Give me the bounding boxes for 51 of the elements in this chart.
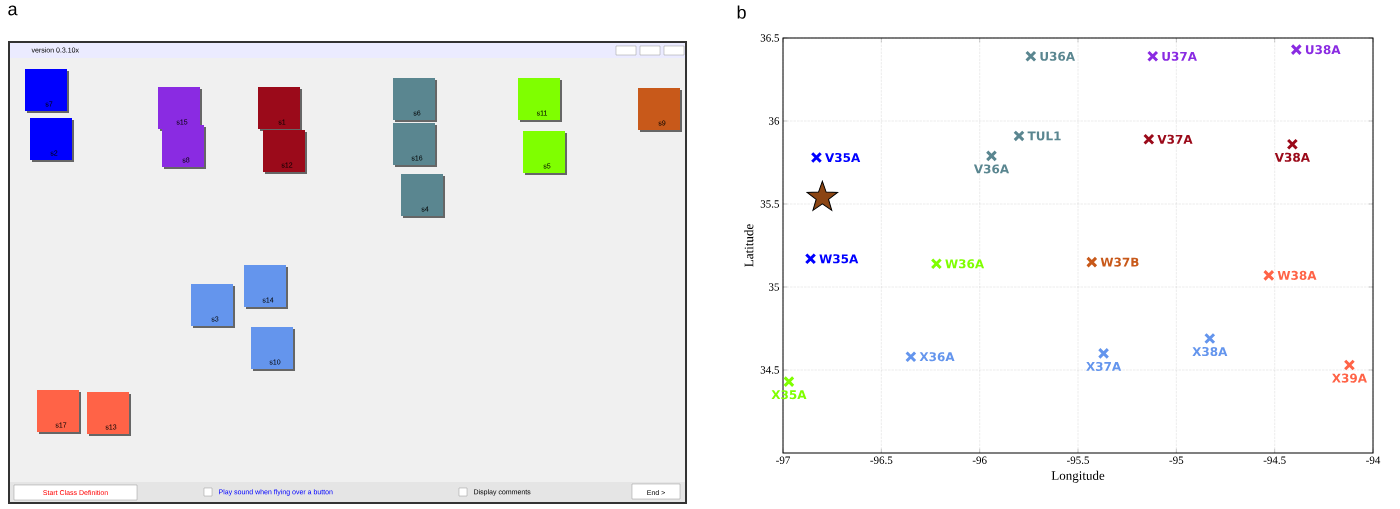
series-label: V35A (825, 152, 861, 163)
series-label: X37A (1086, 361, 1122, 372)
series-label: W35A (819, 254, 859, 264)
series-label: X38A (1192, 346, 1228, 357)
y-tick-label: 35 (769, 283, 780, 291)
point (905, 350, 917, 363)
series-label: U36A (1040, 51, 1076, 61)
point (1013, 130, 1025, 142)
x-tick-label: -96.5 (870, 456, 893, 464)
y-tick-label: 36.5 (760, 34, 780, 42)
series-label: W36A (945, 259, 985, 269)
point (1086, 256, 1098, 268)
point (1025, 50, 1037, 62)
chart-title: b (737, 5, 746, 19)
point (1263, 269, 1275, 282)
y-axis-title: Latitude (744, 224, 754, 267)
point (804, 253, 817, 265)
series-label: W37B (1100, 257, 1139, 267)
series-label: W38A (1277, 270, 1317, 280)
series-label: X39A (1332, 373, 1367, 383)
text: a (8, 5, 18, 16)
point (1286, 138, 1299, 150)
series-label: TUL1 (1027, 131, 1061, 141)
y-tick-label: 34.5 (760, 366, 780, 374)
series-label: V36A (973, 164, 1010, 174)
point (783, 375, 795, 388)
point (985, 150, 998, 162)
point (1147, 50, 1159, 62)
point (810, 151, 823, 164)
point (1204, 332, 1216, 345)
x-tick-label: -94 (1366, 456, 1381, 464)
series-label: U37A (1162, 51, 1197, 61)
x-tick-label: -94.5 (1263, 456, 1286, 464)
series-label: U38A (1305, 45, 1341, 55)
point (1097, 347, 1110, 360)
series-label: V37A (1157, 134, 1193, 144)
point (930, 258, 943, 270)
y-tick-label: 36 (769, 117, 780, 125)
x-axis-title: Longitude (1051, 470, 1105, 483)
point (1290, 43, 1303, 56)
point (1343, 359, 1356, 371)
x-tick-label: -96 (972, 456, 987, 464)
series-label: V38A (1274, 152, 1310, 162)
series-label: X35A (771, 390, 807, 400)
series-label: X36A (919, 352, 955, 362)
point (806, 180, 839, 211)
x-tick-label: -95 (1169, 456, 1184, 464)
y-tick-label: 35.5 (760, 200, 780, 208)
x-tick-label: -97 (776, 456, 791, 464)
point (1143, 133, 1155, 145)
x-tick-label: -95.5 (1066, 456, 1090, 464)
